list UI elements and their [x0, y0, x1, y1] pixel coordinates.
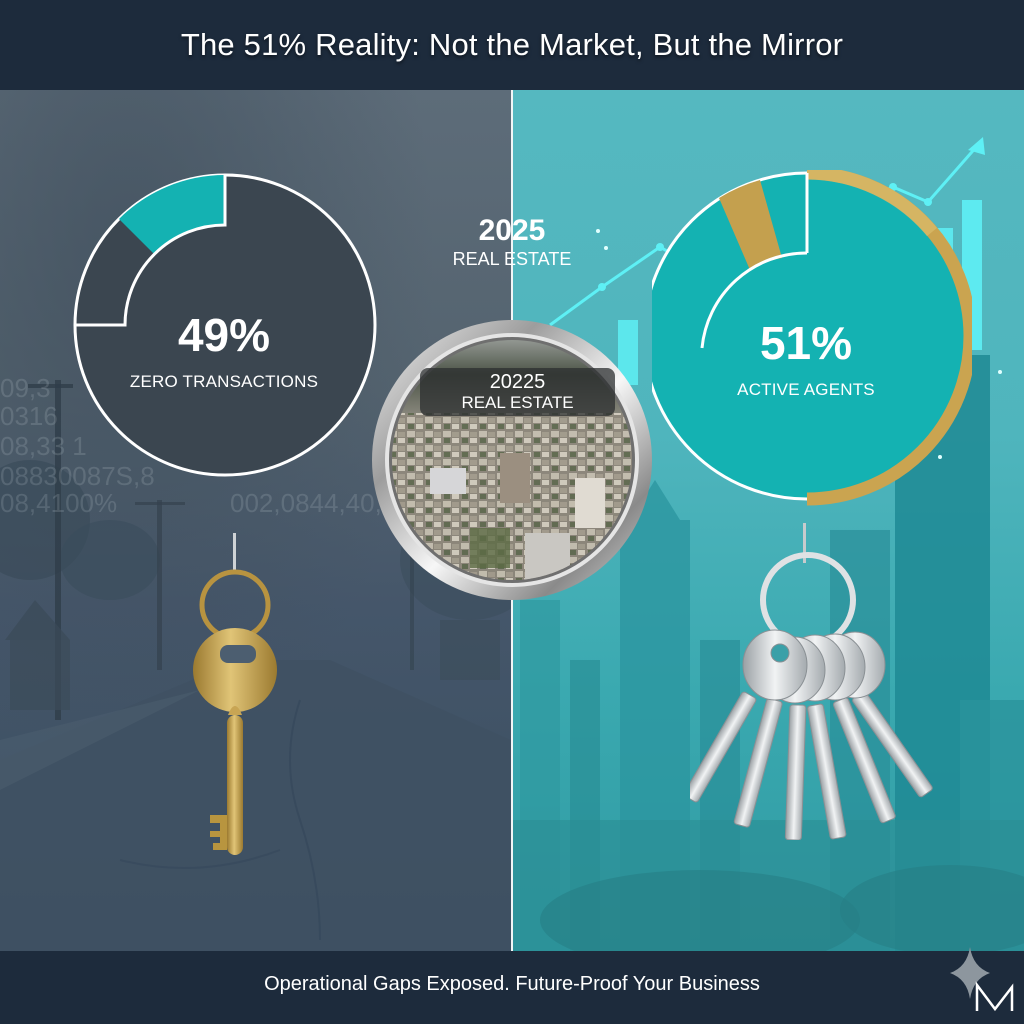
medallion-subtitle: REAL ESTATE — [461, 393, 574, 412]
footer-tagline: Operational Gaps Exposed. Future-Proof Y… — [264, 973, 760, 995]
medallion-year: 20225 — [489, 371, 546, 393]
center-subtitle: REAL ESTATE — [452, 249, 572, 269]
page-title: The 51% Reality: Not the Market, But the… — [180, 27, 844, 62]
center-year: 2025 — [478, 214, 546, 247]
active-agents-donut-chart — [652, 170, 972, 506]
gold-key-icon — [193, 533, 277, 855]
active-agents-value: 51% — [759, 317, 853, 369]
skyline-background-illustration — [513, 137, 1024, 951]
active-agents-label: ACTIVE AGENTS — [737, 380, 875, 399]
footer-bar: Operational Gaps Exposed. Future-Proof Y… — [0, 951, 1024, 1024]
zero-transactions-label: ZERO TRANSACTIONS — [129, 372, 319, 391]
city-medallion — [372, 320, 652, 600]
star-nm-logo-icon[interactable] — [940, 945, 1020, 1015]
zero-transactions-value: 49% — [177, 309, 271, 361]
ghost-number: 08,4100% — [0, 488, 118, 518]
ghost-number: 0316 — [0, 401, 58, 431]
center-year-badge: 2025 REAL ESTATE — [412, 214, 612, 270]
zero-transactions-stat: 49% ZERO TRANSACTIONS — [74, 308, 374, 392]
zero-transactions-donut-chart — [73, 173, 377, 477]
active-agents-stat: 51% ACTIVE AGENTS — [656, 316, 956, 400]
silver-keys-icon — [690, 523, 933, 840]
ghost-number: 08830087S,8 — [0, 461, 155, 491]
ghost-number: 08,33 1 — [0, 431, 87, 461]
header-bar: The 51% Reality: Not the Market, But the… — [0, 0, 1024, 90]
ghost-number: 09,3 — [0, 373, 51, 403]
medallion-caption: 20225 REAL ESTATE — [420, 371, 615, 413]
